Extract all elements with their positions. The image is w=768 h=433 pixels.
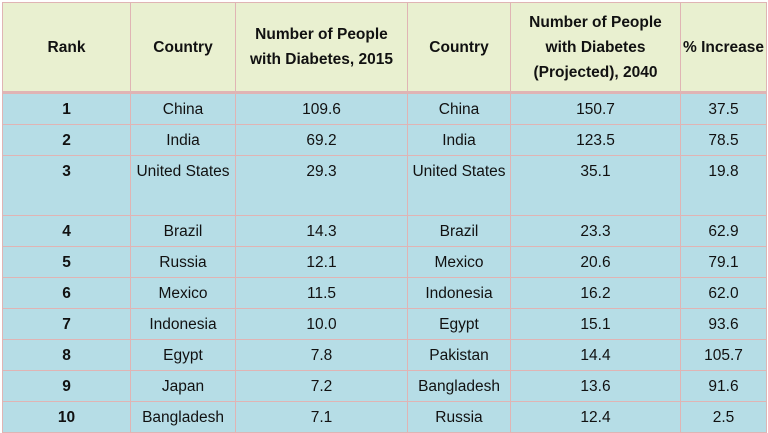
header-country-2015-label: Country	[153, 38, 213, 56]
country-2015-cell: Indonesia	[130, 308, 236, 340]
table-row: 7 Indonesia 10.0 Egypt 15.1 93.6	[2, 308, 767, 340]
country-2040-cell: Russia	[407, 401, 511, 433]
country-2015-cell: India	[130, 124, 236, 156]
country-2015-cell: Egypt	[130, 339, 236, 371]
country-2040-cell: United States	[407, 155, 511, 216]
header-rank-label: Rank	[47, 38, 86, 56]
country-2040-cell: Indonesia	[407, 277, 511, 309]
table-row: 9 Japan 7.2 Bangladesh 13.6 91.6	[2, 370, 767, 402]
people-2015-cell: 7.1	[235, 401, 408, 433]
people-2040-cell: 12.4	[510, 401, 681, 433]
country-2015-cell: Brazil	[130, 215, 236, 247]
people-2040-cell: 23.3	[510, 215, 681, 247]
rank-cell: 10	[2, 401, 131, 433]
people-2015-cell: 12.1	[235, 246, 408, 278]
people-2040-cell: 150.7	[510, 92, 681, 125]
percent-increase-cell: 78.5	[680, 124, 767, 156]
header-people-2040-label: Number of People with Diabetes (Projecte…	[529, 13, 662, 81]
country-2040-cell: Pakistan	[407, 339, 511, 371]
header-percent-increase: % Increase	[680, 2, 767, 93]
header-percent-increase-label: % Increase	[683, 38, 764, 56]
people-2015-cell: 11.5	[235, 277, 408, 309]
people-2015-cell: 14.3	[235, 215, 408, 247]
country-2015-cell: Bangladesh	[130, 401, 236, 433]
table-row: 8 Egypt 7.8 Pakistan 14.4 105.7	[2, 339, 767, 371]
rank-cell: 6	[2, 277, 131, 309]
header-people-2040: Number of People with Diabetes (Projecte…	[510, 2, 681, 93]
people-2040-cell: 15.1	[510, 308, 681, 340]
people-2015-cell: 7.8	[235, 339, 408, 371]
percent-increase-cell: 105.7	[680, 339, 767, 371]
percent-increase-cell: 79.1	[680, 246, 767, 278]
country-2015-cell: Mexico	[130, 277, 236, 309]
country-2040-cell: Brazil	[407, 215, 511, 247]
table-row: 2 India 69.2 India 123.5 78.5	[2, 124, 767, 156]
percent-increase-cell: 19.8	[680, 155, 767, 216]
country-2040-cell: India	[407, 124, 511, 156]
people-2040-cell: 123.5	[510, 124, 681, 156]
country-2040-cell: China	[407, 92, 511, 125]
header-people-2015-label: Number of People with Diabetes, 2015	[249, 26, 393, 68]
people-2015-cell: 10.0	[235, 308, 408, 340]
people-2040-cell: 16.2	[510, 277, 681, 309]
country-2015-cell: Japan	[130, 370, 236, 402]
country-2015-cell: China	[130, 92, 236, 125]
percent-increase-cell: 2.5	[680, 401, 767, 433]
percent-increase-cell: 62.0	[680, 277, 767, 309]
rank-cell: 3	[2, 155, 131, 216]
rank-cell: 7	[2, 308, 131, 340]
table-row: 10 Bangladesh 7.1 Russia 12.4 2.5	[2, 401, 767, 433]
header-country-2015: Country	[130, 2, 236, 93]
percent-increase-cell: 62.9	[680, 215, 767, 247]
country-2040-cell: Egypt	[407, 308, 511, 340]
table-row: 6 Mexico 11.5 Indonesia 16.2 62.0	[2, 277, 767, 309]
header-row: Rank Country Number of People with Diabe…	[2, 2, 767, 93]
people-2015-cell: 29.3	[235, 155, 408, 216]
rank-cell: 1	[2, 92, 131, 125]
table-row: 5 Russia 12.1 Mexico 20.6 79.1	[2, 246, 767, 278]
country-2015-cell: United States	[130, 155, 236, 216]
country-2040-cell: Bangladesh	[407, 370, 511, 402]
percent-increase-cell: 93.6	[680, 308, 767, 340]
rank-cell: 8	[2, 339, 131, 371]
people-2040-cell: 14.4	[510, 339, 681, 371]
header-people-2015: Number of People with Diabetes, 2015	[235, 2, 408, 93]
rank-cell: 4	[2, 215, 131, 247]
people-2015-cell: 109.6	[235, 92, 408, 125]
table-row: 4 Brazil 14.3 Brazil 23.3 62.9	[2, 215, 767, 247]
people-2040-cell: 20.6	[510, 246, 681, 278]
country-2040-cell: Mexico	[407, 246, 511, 278]
percent-increase-cell: 91.6	[680, 370, 767, 402]
table-row: 3 United States 29.3 United States 35.1 …	[2, 155, 767, 216]
people-2015-cell: 69.2	[235, 124, 408, 156]
header-country-2040: Country	[407, 2, 511, 93]
rank-cell: 5	[2, 246, 131, 278]
percent-increase-cell: 37.5	[680, 92, 767, 125]
people-2040-cell: 13.6	[510, 370, 681, 402]
header-country-2040-label: Country	[429, 38, 489, 56]
rank-cell: 9	[2, 370, 131, 402]
people-2040-cell: 35.1	[510, 155, 681, 216]
table-row: 1 China 109.6 China 150.7 37.5	[2, 92, 767, 125]
people-2015-cell: 7.2	[235, 370, 408, 402]
rank-cell: 2	[2, 124, 131, 156]
country-2015-cell: Russia	[130, 246, 236, 278]
header-rank: Rank	[2, 2, 131, 93]
